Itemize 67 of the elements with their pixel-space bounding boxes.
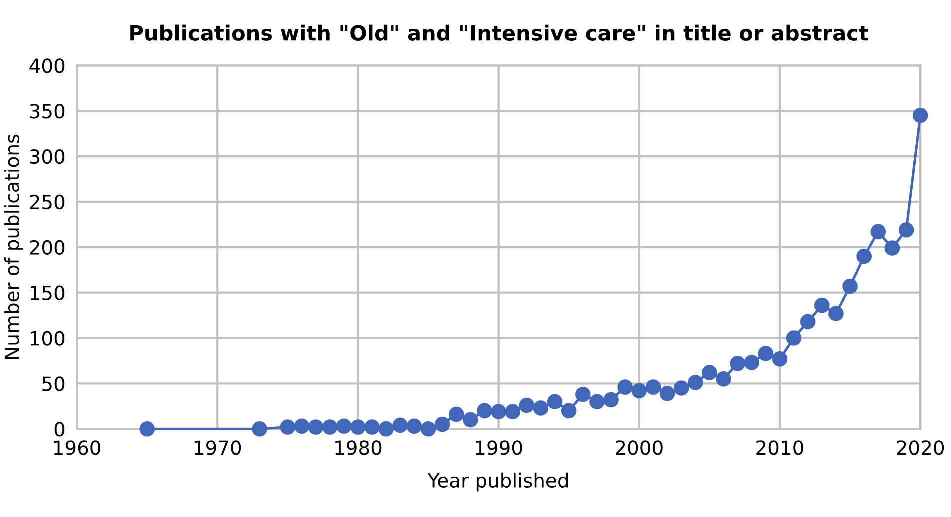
point xyxy=(688,375,704,390)
y-tick-label: 100 xyxy=(30,331,65,346)
point xyxy=(618,380,633,395)
point xyxy=(632,383,648,399)
x-tick-label: 1990 xyxy=(476,440,522,456)
point xyxy=(898,222,914,238)
point xyxy=(702,365,718,380)
y-tick-label: 50 xyxy=(42,376,65,392)
point xyxy=(322,420,338,435)
point xyxy=(308,420,324,435)
y-tick-label: 350 xyxy=(30,104,65,119)
point xyxy=(491,404,506,420)
point xyxy=(884,240,900,256)
point xyxy=(576,386,591,402)
point xyxy=(730,356,746,372)
point xyxy=(814,298,830,314)
point xyxy=(646,380,662,395)
point xyxy=(561,403,577,419)
point xyxy=(505,404,520,420)
point xyxy=(533,400,549,416)
point xyxy=(463,412,478,428)
point xyxy=(378,421,394,437)
point xyxy=(856,248,872,264)
y-tick-label: 200 xyxy=(30,240,65,256)
x-tick-label: 1960 xyxy=(54,440,100,456)
point xyxy=(547,394,563,410)
point xyxy=(294,418,310,434)
y-axis-title: Number of publications xyxy=(4,134,24,359)
point xyxy=(758,346,774,362)
point xyxy=(716,371,732,387)
point xyxy=(519,398,535,414)
point xyxy=(604,392,619,408)
x-tick-label: 2000 xyxy=(616,440,663,456)
point xyxy=(828,306,844,322)
point xyxy=(744,355,760,370)
point xyxy=(772,352,788,367)
point xyxy=(434,416,450,432)
point xyxy=(477,403,492,419)
point xyxy=(842,278,858,294)
y-tick-label: 300 xyxy=(30,149,65,164)
x-tick-label: 2020 xyxy=(897,440,944,456)
point xyxy=(420,421,436,437)
point xyxy=(392,418,408,434)
y-tick-label: 250 xyxy=(30,194,65,210)
y-tick-label: 150 xyxy=(30,286,65,300)
y-tick-label: 0 xyxy=(54,422,65,437)
point xyxy=(364,420,380,435)
x-axis-title: Year published xyxy=(428,472,568,492)
point xyxy=(448,406,464,422)
point xyxy=(660,386,676,402)
x-tick-label: 2010 xyxy=(756,440,804,456)
x-tick-label: 1980 xyxy=(336,440,382,456)
point xyxy=(350,420,366,435)
point xyxy=(912,108,928,124)
x-tick-label: 1970 xyxy=(195,440,242,456)
point xyxy=(406,418,422,434)
point xyxy=(336,418,352,434)
point xyxy=(140,421,155,437)
point xyxy=(280,420,296,435)
point xyxy=(786,330,802,346)
chart-title: Publications with "Old" and "Intensive care" in title or abstract xyxy=(130,24,868,41)
point xyxy=(800,314,816,330)
point xyxy=(870,224,886,240)
point xyxy=(674,380,690,396)
y-tick-label: 400 xyxy=(30,58,65,74)
point xyxy=(590,394,605,410)
point xyxy=(252,421,268,437)
